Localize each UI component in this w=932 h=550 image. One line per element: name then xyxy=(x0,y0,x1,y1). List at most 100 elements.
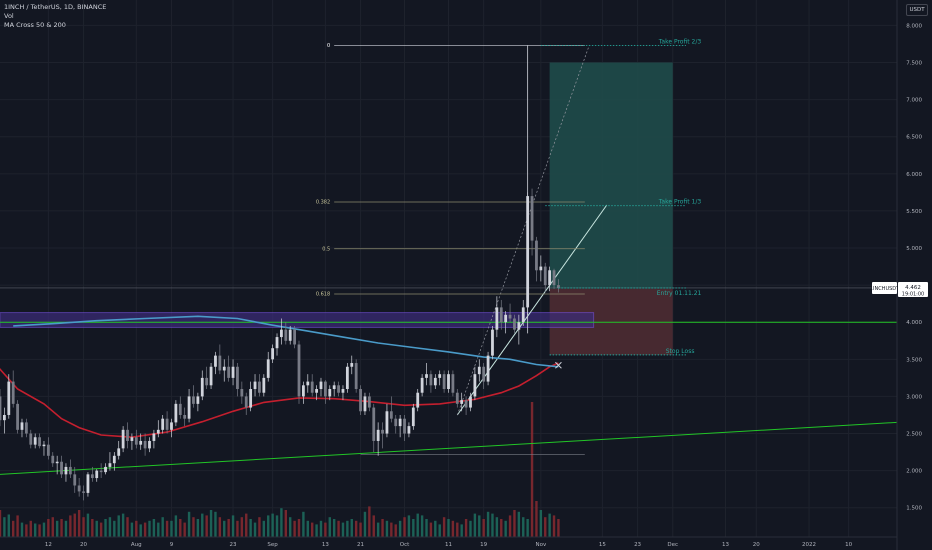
candle-body xyxy=(249,389,253,408)
candle xyxy=(209,363,213,390)
volume-bar xyxy=(25,524,28,537)
volume-bar xyxy=(60,519,63,537)
volume-bar xyxy=(297,519,301,537)
volume-bar xyxy=(407,515,411,537)
symbol-line: 1INCH / TetherUS, 1D, BINANCE xyxy=(4,3,107,11)
candle xyxy=(231,359,235,386)
volume-bar xyxy=(346,520,349,537)
x-tick-label: 13 xyxy=(322,542,329,548)
candle xyxy=(262,374,266,397)
candle-body xyxy=(209,366,213,386)
candle xyxy=(170,418,173,438)
volume-bar xyxy=(11,520,15,537)
y-tick-label: 5.500 xyxy=(906,209,922,215)
candle-body xyxy=(477,366,481,375)
candle-body xyxy=(77,485,81,492)
candle-body xyxy=(499,307,503,323)
candle-body xyxy=(354,363,358,390)
candle-body xyxy=(288,329,292,341)
candle-body xyxy=(341,389,345,393)
volume-bar xyxy=(3,517,6,537)
fib-level-label: 0.618 xyxy=(316,292,330,298)
volume-bar xyxy=(473,513,477,537)
candle-body xyxy=(557,285,560,289)
fib-level-label: 0.5 xyxy=(322,246,330,252)
candle xyxy=(126,422,129,449)
volume-bar xyxy=(113,520,116,537)
volume-label[interactable]: Vol xyxy=(4,12,14,20)
volume-bar xyxy=(293,520,296,537)
indicator-label[interactable]: MA Cross 50 & 200 xyxy=(4,21,66,29)
candle-body xyxy=(473,374,477,397)
candle-body xyxy=(306,381,310,386)
volume-bar xyxy=(403,517,406,537)
candle-body xyxy=(170,422,173,430)
candle-body xyxy=(438,374,442,378)
volume-bar xyxy=(306,520,309,537)
candle xyxy=(530,188,534,256)
x-tick-label: Sep xyxy=(267,542,278,548)
y-tick-label: 8.000 xyxy=(906,23,922,29)
volume-bar xyxy=(284,510,288,537)
volume-bar xyxy=(249,519,252,537)
volume-bar xyxy=(302,511,305,537)
volume-bar xyxy=(42,522,46,537)
volume-bar xyxy=(315,524,318,537)
candle xyxy=(174,400,178,427)
candle xyxy=(548,266,552,292)
candle xyxy=(240,381,244,404)
volume-bar xyxy=(486,511,490,537)
volume-bar xyxy=(394,524,397,537)
volume-bar xyxy=(381,519,384,537)
candle xyxy=(403,414,406,441)
volume-bar xyxy=(522,517,525,537)
candle-body xyxy=(460,400,464,404)
volume-bar xyxy=(438,524,441,537)
candle-body xyxy=(218,355,222,371)
volume-bar xyxy=(82,517,85,537)
candle xyxy=(539,255,543,282)
x-tick-label: Dec xyxy=(667,542,678,548)
currency-badge[interactable]: USDT xyxy=(906,4,928,16)
candle xyxy=(82,485,85,501)
y-tick-label: 7.500 xyxy=(906,61,922,67)
volume-bar xyxy=(535,501,538,537)
x-tick-label: 20 xyxy=(753,542,760,548)
ma200-line xyxy=(13,315,559,368)
candle-body xyxy=(130,437,134,441)
volume-bar xyxy=(223,520,226,537)
candle-body xyxy=(16,403,19,430)
resistance-band xyxy=(0,312,595,328)
volume-bar xyxy=(209,510,213,537)
candle xyxy=(521,299,525,326)
ma50-line xyxy=(0,362,559,439)
price-tag-value: 4.462 xyxy=(905,285,921,291)
candle-body xyxy=(240,389,244,397)
candle xyxy=(60,455,63,479)
candle xyxy=(0,389,2,427)
candle-body xyxy=(152,433,156,441)
candle xyxy=(337,381,340,397)
volume-bar xyxy=(148,520,151,537)
rising-trendline xyxy=(456,204,608,416)
tp2-label: Take Profit 2/3 xyxy=(658,38,702,45)
candle-body xyxy=(535,240,538,271)
candle xyxy=(77,478,81,497)
candle xyxy=(477,359,481,382)
volume-bar xyxy=(117,515,120,537)
candle-body xyxy=(266,359,270,378)
candle xyxy=(24,418,28,438)
candle-body xyxy=(275,337,279,349)
candle-body xyxy=(55,461,59,464)
volume-bar xyxy=(64,520,68,537)
candle-body xyxy=(403,418,406,434)
candle xyxy=(143,433,147,456)
candle-body xyxy=(121,429,125,449)
volume-bar xyxy=(214,511,217,537)
candle-body xyxy=(315,389,318,393)
volume-bar xyxy=(108,517,112,537)
candle xyxy=(526,192,530,315)
candle xyxy=(310,374,314,397)
candle xyxy=(7,374,11,419)
